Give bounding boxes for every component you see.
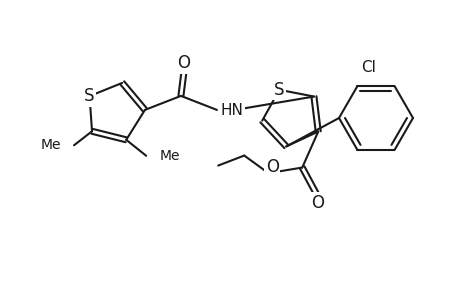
Text: O: O (265, 158, 278, 175)
Text: O: O (310, 194, 323, 211)
Text: Me: Me (40, 138, 61, 152)
Text: Cl: Cl (361, 60, 375, 75)
Text: O: O (177, 54, 190, 72)
Text: HN: HN (220, 103, 243, 118)
Text: Me: Me (159, 149, 179, 163)
Text: S: S (274, 81, 284, 99)
Text: S: S (84, 87, 95, 105)
